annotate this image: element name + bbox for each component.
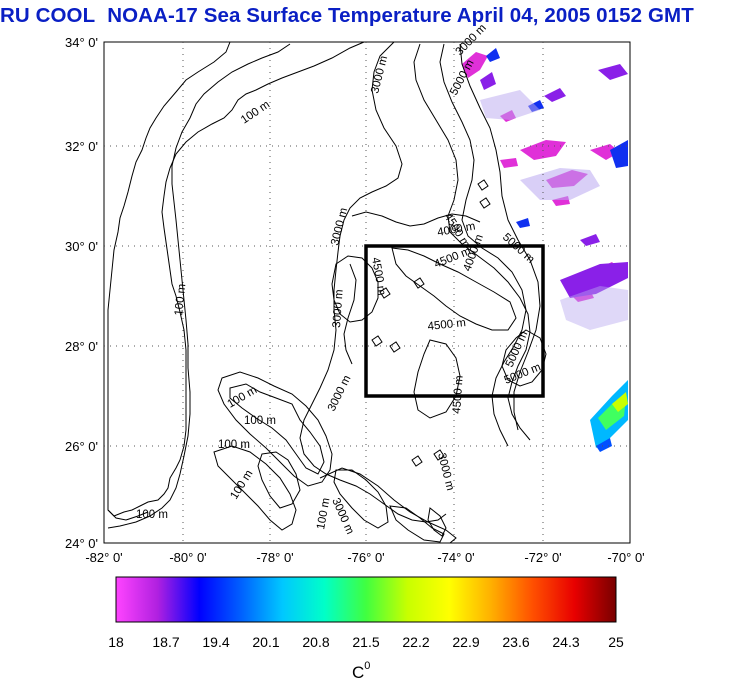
lon-label: -72° 0' — [524, 550, 561, 565]
lon-label: -82° 0' — [85, 550, 122, 565]
lon-label: -80° 0' — [169, 550, 206, 565]
contour-seamount-h — [411, 455, 423, 467]
colorbar-tick-label: 23.6 — [502, 634, 529, 650]
map-panel: 100 m 100 m 100 m 100 m 100 m 100 m 100 … — [103, 22, 631, 544]
lat-label: 32° 0' — [65, 139, 98, 154]
sst-patch-southeast — [590, 380, 628, 452]
contour-label: 100 m — [136, 509, 168, 521]
contour-seamount-e — [479, 197, 491, 209]
contour-seamount-b — [413, 277, 425, 289]
coastline — [107, 41, 365, 521]
lat-label: 34° 0' — [65, 35, 98, 50]
lat-label: 26° 0' — [65, 439, 98, 454]
bathymetry-contours — [107, 41, 547, 544]
lat-label: 24° 0' — [65, 536, 98, 551]
contour-label: 100 m — [173, 283, 188, 316]
colorbar-tick-label: 22.9 — [452, 634, 479, 650]
lon-label: -78° 0' — [256, 550, 293, 565]
contour-3000m-b — [351, 211, 481, 227]
contour-label: 100 m — [218, 439, 250, 451]
contour-seamount-g — [433, 449, 445, 461]
contour-label: 100 m — [315, 497, 332, 531]
colorbar-tick-label: 21.5 — [352, 634, 379, 650]
contour-seamount-f — [477, 179, 489, 191]
contour-seamount-d — [371, 335, 383, 347]
contour-label: 4500 m — [427, 317, 466, 333]
bahamas — [229, 383, 447, 543]
colorbar-tick-label: 25 — [608, 634, 624, 650]
study-area-box — [364, 244, 545, 398]
colorbar-ticks: 18 18.7 19.4 20.1 20.8 21.5 22.2 22.9 23… — [108, 634, 624, 650]
title-org: RU COOL — [0, 4, 96, 27]
sst-speckle-purple — [480, 64, 628, 298]
title-product: NOAA-17 Sea Surface Temperature April 04… — [107, 4, 694, 27]
contour-100m-bahamas-c — [319, 467, 457, 544]
colorbar: 18 18.7 19.4 20.1 20.8 21.5 22.2 22.9 23… — [108, 576, 624, 680]
contour-seamount-a — [379, 287, 391, 299]
keys-coastline — [107, 509, 149, 521]
contour-5000m — [459, 43, 541, 431]
contour-seamount-c — [389, 341, 401, 353]
contour-blake-plateau — [331, 255, 379, 323]
contour-outer-ridge — [413, 339, 461, 419]
florida-coastline — [107, 41, 365, 517]
contour-inner-ridge — [391, 247, 517, 331]
contour-label: 100 m — [244, 415, 276, 427]
contour-100m-bahamas-a — [217, 371, 333, 487]
contour-3000m-a — [299, 41, 447, 523]
lon-label: -76° 0' — [347, 550, 384, 565]
latitude-axis: 34° 0' 32° 0' 30° 0' 28° 0' 26° 0' 24° 0… — [65, 35, 98, 551]
colorbar-gradient — [115, 576, 617, 623]
lat-label: 28° 0' — [65, 339, 98, 354]
colorbar-tick-label: 24.3 — [552, 634, 579, 650]
contour-label: 4500 m — [451, 375, 466, 414]
contour-100m-bahamas-b — [213, 445, 297, 531]
colorbar-tick-label: 20.8 — [302, 634, 329, 650]
contour-4500m — [439, 43, 527, 447]
colorbar-tick-label: 22.2 — [402, 634, 429, 650]
lon-label: -74° 0' — [437, 550, 474, 565]
contour-100m-florida — [107, 43, 291, 529]
colorbar-unit: C0 — [352, 660, 370, 680]
colorbar-unit-letter: C — [352, 663, 364, 680]
colorbar-unit-degree: 0 — [364, 660, 370, 672]
longitude-axis: -82° 0' -80° 0' -78° 0' -76° 0' -74° 0' … — [85, 550, 644, 565]
sst-speckle-light — [480, 90, 628, 330]
colorbar-tick-label: 19.4 — [202, 634, 229, 650]
contour-label: 3000 m — [331, 289, 346, 328]
lon-label: -70° 0' — [607, 550, 644, 565]
contour-blake-escarpment — [343, 263, 357, 365]
colorbar-tick-label: 18.7 — [152, 634, 179, 650]
colorbar-tick-label: 20.1 — [252, 634, 279, 650]
lat-label: 30° 0' — [65, 239, 98, 254]
colorbar-tick-label: 18 — [108, 634, 124, 650]
map-title: RU COOL NOAA-17 Sea Surface Temperature A… — [0, 4, 736, 28]
